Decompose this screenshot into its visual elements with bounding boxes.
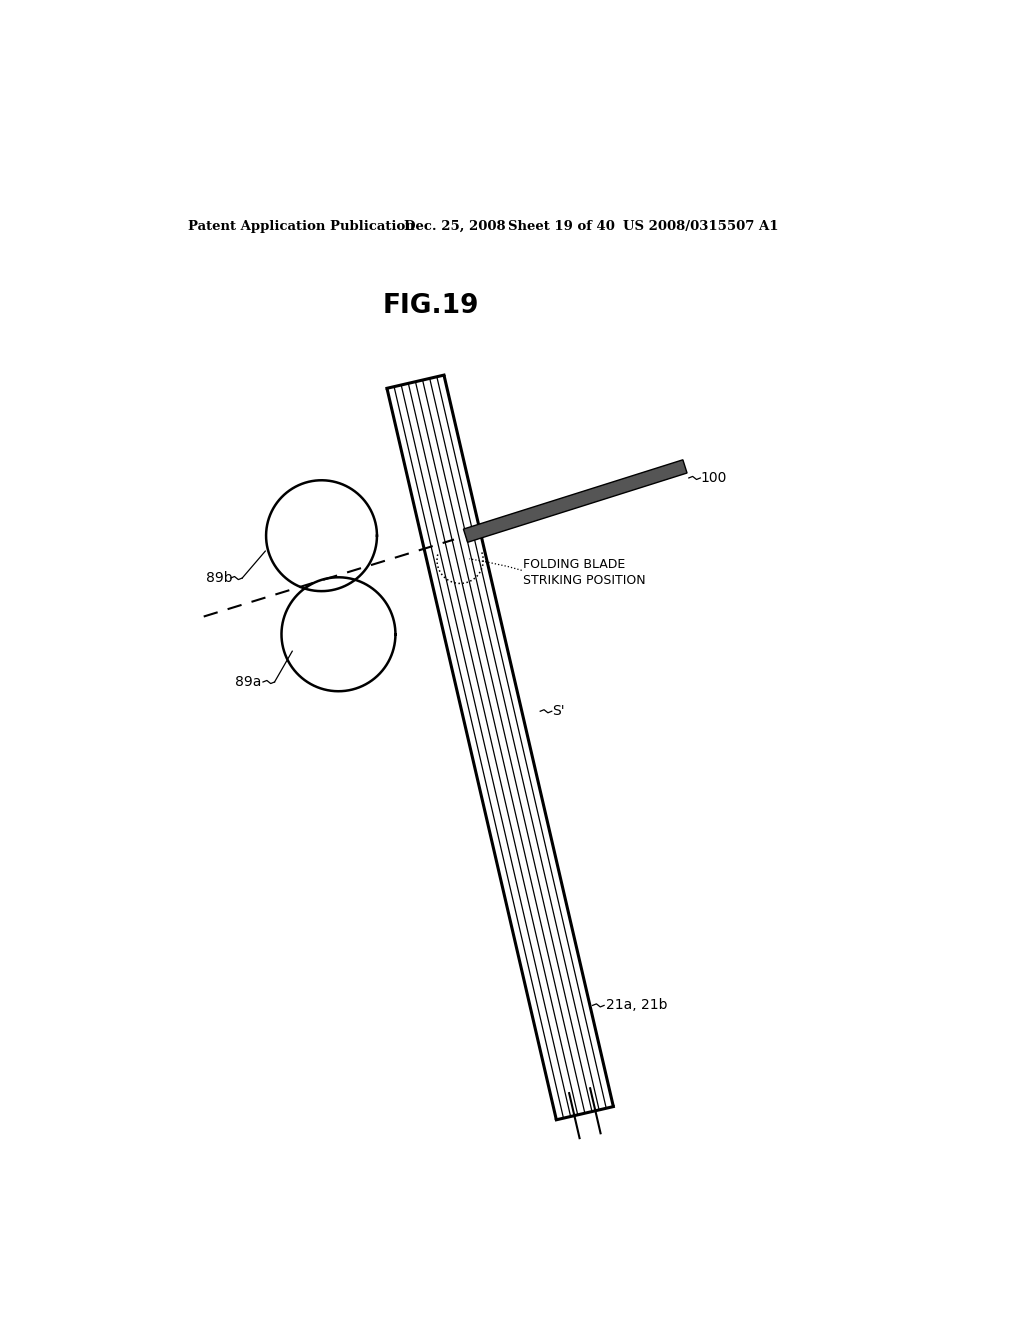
Text: S': S' [553, 705, 565, 718]
Text: FIG.19: FIG.19 [383, 293, 479, 319]
Text: 100: 100 [700, 471, 727, 484]
Text: FOLDING BLADE: FOLDING BLADE [523, 558, 626, 572]
Text: STRIKING POSITION: STRIKING POSITION [523, 574, 646, 587]
Text: 89b: 89b [206, 572, 232, 585]
Text: Patent Application Publication: Patent Application Publication [188, 219, 415, 232]
Text: 89a: 89a [236, 675, 262, 689]
Polygon shape [464, 459, 687, 543]
Text: Dec. 25, 2008: Dec. 25, 2008 [403, 219, 506, 232]
Text: 21a, 21b: 21a, 21b [606, 998, 668, 1012]
Text: Sheet 19 of 40: Sheet 19 of 40 [508, 219, 614, 232]
Text: US 2008/0315507 A1: US 2008/0315507 A1 [624, 219, 779, 232]
